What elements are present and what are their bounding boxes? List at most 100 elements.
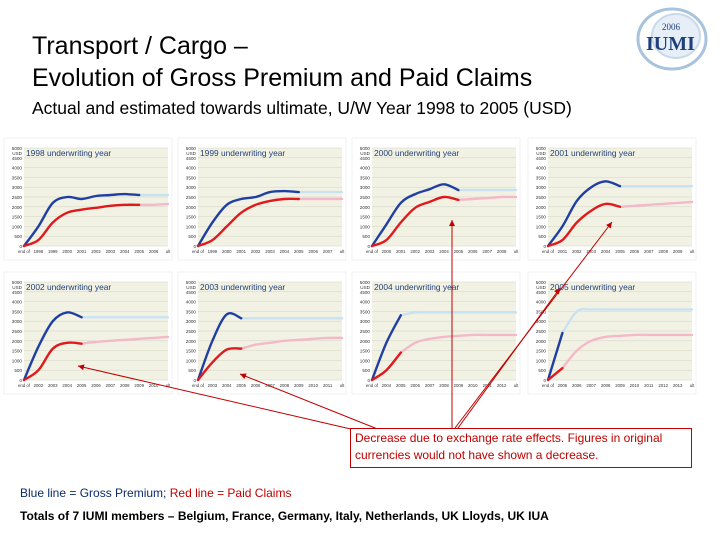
logo-name: IUMI xyxy=(646,33,695,55)
gross-premium-line xyxy=(370,183,460,248)
paid-claims-estimate-line xyxy=(561,333,694,370)
x-tick-label: 2006 xyxy=(251,383,261,388)
x-tick-label: end of xyxy=(18,383,31,388)
x-tick-label: 2012 xyxy=(658,383,668,388)
x-tick-label: 2003 xyxy=(106,249,116,254)
x-tick-label: 2000 xyxy=(62,249,72,254)
y-tick-label: 5000 xyxy=(186,280,197,285)
x-tick-label: 2009 xyxy=(294,383,304,388)
paid-claims-estimate-line xyxy=(399,333,518,354)
y-tick-label: 3500 xyxy=(186,175,197,180)
y-tick-label: 2500 xyxy=(12,329,23,334)
x-tick-label: ult xyxy=(340,383,345,388)
y-tick-label: 4000 xyxy=(12,166,23,171)
x-tick-label: 2007 xyxy=(482,249,492,254)
x-tick-label: 2005 xyxy=(454,249,464,254)
y-tick-label: 3000 xyxy=(360,185,371,190)
y-tick-label: 0 xyxy=(543,378,546,383)
y-tick-label: 4500 xyxy=(360,156,371,161)
y-tick-label: 500 xyxy=(538,368,546,373)
x-tick-label: 2006 xyxy=(572,383,582,388)
paid-claims-line xyxy=(370,351,402,382)
x-tick-label: 1998 xyxy=(34,249,44,254)
x-tick-label: 2010 xyxy=(630,383,640,388)
x-tick-label: 2002 xyxy=(572,249,582,254)
x-tick-label: 2006 xyxy=(410,383,420,388)
gross-premium-line xyxy=(22,192,141,248)
chart-title: 2001 underwriting year xyxy=(550,148,635,158)
chart-title: 2002 underwriting year xyxy=(26,282,111,292)
x-tick-label: 2005 xyxy=(294,249,304,254)
paid-claims-line xyxy=(546,202,622,248)
y-tick-label: 2000 xyxy=(186,339,197,344)
logo-swirl-inner xyxy=(651,13,701,59)
y-tick-label: 2000 xyxy=(536,339,547,344)
paid-claims-estimate-line xyxy=(457,195,518,202)
y-tick-label: 0 xyxy=(367,244,370,249)
x-tick-label: 2000 xyxy=(222,249,232,254)
iumi-logo: 2006 IUMI xyxy=(636,7,708,71)
y-unit-label: USD xyxy=(536,151,546,156)
x-tick-label: 2012 xyxy=(497,383,507,388)
y-tick-label: 3500 xyxy=(12,175,23,180)
y-tick-label: 4500 xyxy=(12,156,23,161)
annotation-arrow xyxy=(457,287,561,429)
chart-panel: 0 500 1000 1500 2000 2500 3000 3500 4000 4500 5000… xyxy=(3,137,173,261)
chart-panel: 0 500 1000 1500 2000 2500 3000 3500 4000 4500 5000… xyxy=(351,137,521,261)
y-tick-label: 4000 xyxy=(12,300,23,305)
x-tick-label: 2002 xyxy=(251,249,261,254)
x-tick-label: 2009 xyxy=(615,383,625,388)
totals-note: Totals of 7 IUMI members – Belgium, Fran… xyxy=(20,509,549,523)
title-line-1: Transport / Cargo – xyxy=(32,32,248,60)
y-tick-label: 500 xyxy=(14,368,22,373)
y-tick-label: 2000 xyxy=(536,205,547,210)
y-tick-label: 5000 xyxy=(12,280,23,285)
paid-claims-line xyxy=(546,367,564,382)
paid-claims-line xyxy=(22,203,141,248)
y-tick-label: 2500 xyxy=(12,195,23,200)
x-tick-label: 2006 xyxy=(91,383,101,388)
x-tick-label: end of xyxy=(192,383,205,388)
y-unit-label: USD xyxy=(360,151,370,156)
slide-subtitle: Actual and estimated towards ultimate, U… xyxy=(32,98,572,118)
y-tick-label: 1000 xyxy=(536,358,547,363)
y-tick-label: 3000 xyxy=(186,185,197,190)
x-tick-label: 2002 xyxy=(34,383,44,388)
y-unit-label: USD xyxy=(360,285,370,290)
y-unit-label: USD xyxy=(12,285,22,290)
x-tick-label: 2007 xyxy=(323,249,333,254)
gross-premium-line xyxy=(546,331,564,382)
y-tick-label: 500 xyxy=(188,234,196,239)
y-tick-label: 2000 xyxy=(360,339,371,344)
gross-premium-line xyxy=(196,189,300,248)
x-tick-label: 2009 xyxy=(673,249,683,254)
x-tick-label: 2011 xyxy=(644,383,654,388)
y-tick-label: 1000 xyxy=(536,224,547,229)
logo-year: 2006 xyxy=(662,22,681,32)
exchange-rate-callout: Decrease due to exchange rate effects. F… xyxy=(350,428,692,468)
x-tick-label: 1999 xyxy=(48,249,58,254)
x-tick-label: 2006 xyxy=(630,249,640,254)
y-tick-label: 3000 xyxy=(536,319,547,324)
y-tick-label: 1000 xyxy=(186,358,197,363)
annotation-arrow xyxy=(239,373,381,431)
y-tick-label: 2500 xyxy=(360,329,371,334)
chart-title: 2003 underwriting year xyxy=(200,282,285,292)
y-tick-label: 3500 xyxy=(360,175,371,180)
y-tick-label: 2000 xyxy=(186,205,197,210)
x-tick-label: 2004 xyxy=(439,249,449,254)
chart-title: 2000 underwriting year xyxy=(374,148,459,158)
x-tick-label: 2007 xyxy=(425,383,435,388)
x-tick-label: ult xyxy=(690,383,695,388)
y-tick-label: 0 xyxy=(193,244,196,249)
x-tick-label: 2008 xyxy=(658,249,668,254)
chart-title: 1999 underwriting year xyxy=(200,148,285,158)
x-tick-label: 2004 xyxy=(62,383,72,388)
y-tick-label: 0 xyxy=(367,378,370,383)
chart-panel: 0 500 1000 1500 2000 2500 3000 3500 4000 4500 5000… xyxy=(527,271,697,395)
y-tick-label: 3500 xyxy=(12,309,23,314)
gross-premium-estimate-line xyxy=(399,310,518,317)
y-tick-label: 4500 xyxy=(186,290,197,295)
y-tick-label: 0 xyxy=(543,244,546,249)
